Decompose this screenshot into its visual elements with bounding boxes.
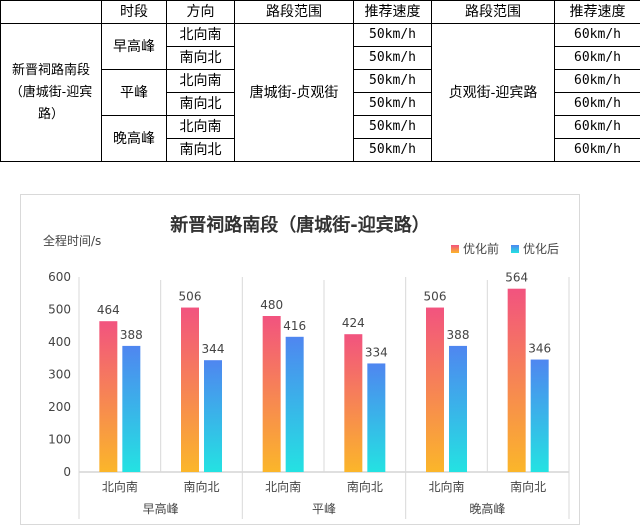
direction-cell: 北向南 [167,24,235,47]
legend-label: 优化前 [463,241,499,256]
x-tick-label: 北向南 [102,479,138,494]
speed-cell: 60km/h [555,116,640,139]
table-header-range-2: 路段范围 [432,1,555,24]
period-cell: 晚高峰 [102,116,167,162]
data-label: 346 [528,342,551,356]
group-label: 早高峰 [143,501,179,516]
data-label: 424 [342,316,365,330]
data-label: 480 [260,298,283,312]
direction-cell: 南向北 [167,93,235,116]
chart-title: 新晋祠路南段（唐城街-迎宾路） [170,214,429,236]
table-header-range-1: 路段范围 [235,1,354,24]
y-tick-label: 400 [48,335,71,349]
direction-cell: 北向南 [167,116,235,139]
chart-container: 新晋祠路南段（唐城街-迎宾路） 全程时间/s 优化前 优化后 0 100 200 300… [20,194,580,525]
data-label: 506 [424,290,447,304]
table-header-row: 时段 方向 路段范围 推荐速度 路段范围 推荐速度 [1,1,640,24]
group-label: 晚高峰 [469,501,505,516]
data-label: 506 [179,290,202,304]
data-label: 334 [365,345,388,359]
range-cell: 唐城街-贞观街 [235,24,354,162]
speed-cell: 60km/h [555,24,640,47]
bar-after [286,337,304,472]
legend-swatch [451,245,459,253]
bar-after [367,363,385,472]
bar-before [181,308,199,472]
x-tick-label: 南向北 [347,479,383,494]
table-header-blank [1,1,102,24]
legend-swatch [511,245,519,253]
speed-cell: 60km/h [555,139,640,162]
y-tick-label: 300 [48,368,71,382]
bar-before [263,316,281,472]
y-tick-label: 100 [48,433,71,447]
bar-before [426,308,444,472]
y-axis-label: 全程时间/s [43,233,101,248]
y-tick-label: 500 [48,303,71,317]
speed-table: 时段 方向 路段范围 推荐速度 路段范围 推荐速度 新晋祠路南段（唐城街-迎宾路… [0,0,640,162]
y-tick-label: 200 [48,400,71,414]
legend: 优化前 优化后 [451,241,559,256]
bar-after [204,360,222,472]
table-header-period: 时段 [102,1,167,24]
range-cell: 贞观街-迎宾路 [432,24,555,162]
bar-before [508,289,526,472]
y-tick-label: 0 [63,465,71,479]
speed-cell: 50km/h [354,24,432,47]
road-segment-label: 新晋祠路南段（唐城街-迎宾路） [1,24,102,162]
direction-cell: 南向北 [167,47,235,70]
data-label: 564 [505,271,528,285]
x-tick-label: 南向北 [183,479,219,494]
period-cell: 平峰 [102,70,167,116]
speed-cell: 50km/h [354,47,432,70]
x-tick-label: 北向南 [265,479,301,494]
bar-before [344,334,362,472]
direction-cell: 北向南 [167,70,235,93]
x-axis-labels: 北向南南向北北向南南向北北向南南向北早高峰平峰晚高峰 [102,479,546,516]
bar-before [99,321,117,472]
group-label: 平峰 [312,502,336,516]
speed-cell: 60km/h [555,47,640,70]
table-header-direction: 方向 [167,1,235,24]
table-header-speed-1: 推荐速度 [354,1,432,24]
speed-cell: 60km/h [555,93,640,116]
speed-cell: 50km/h [354,93,432,116]
y-tick-label: 600 [48,270,71,284]
data-label: 388 [120,328,143,342]
legend-label: 优化后 [523,242,559,256]
bar-after [449,346,467,472]
table-header-speed-2: 推荐速度 [555,1,640,24]
x-tick-label: 北向南 [428,479,464,494]
speed-cell: 60km/h [555,70,640,93]
data-label: 388 [447,328,470,342]
period-cell: 早高峰 [102,24,167,70]
speed-cell: 50km/h [354,116,432,139]
data-label: 464 [97,303,120,317]
bar-after [531,360,549,472]
table-row: 新晋祠路南段（唐城街-迎宾路） 早高峰 北向南 唐城街-贞观街 50km/h 贞… [1,24,640,47]
bar-chart: 新晋祠路南段（唐城街-迎宾路） 全程时间/s 优化前 优化后 0 100 200 300… [21,195,579,524]
speed-cell: 50km/h [354,70,432,93]
bar-after [122,346,140,472]
data-label: 416 [283,319,306,333]
data-label: 344 [202,342,225,356]
direction-cell: 南向北 [167,139,235,162]
x-tick-label: 南向北 [510,479,546,494]
speed-cell: 50km/h [354,139,432,162]
